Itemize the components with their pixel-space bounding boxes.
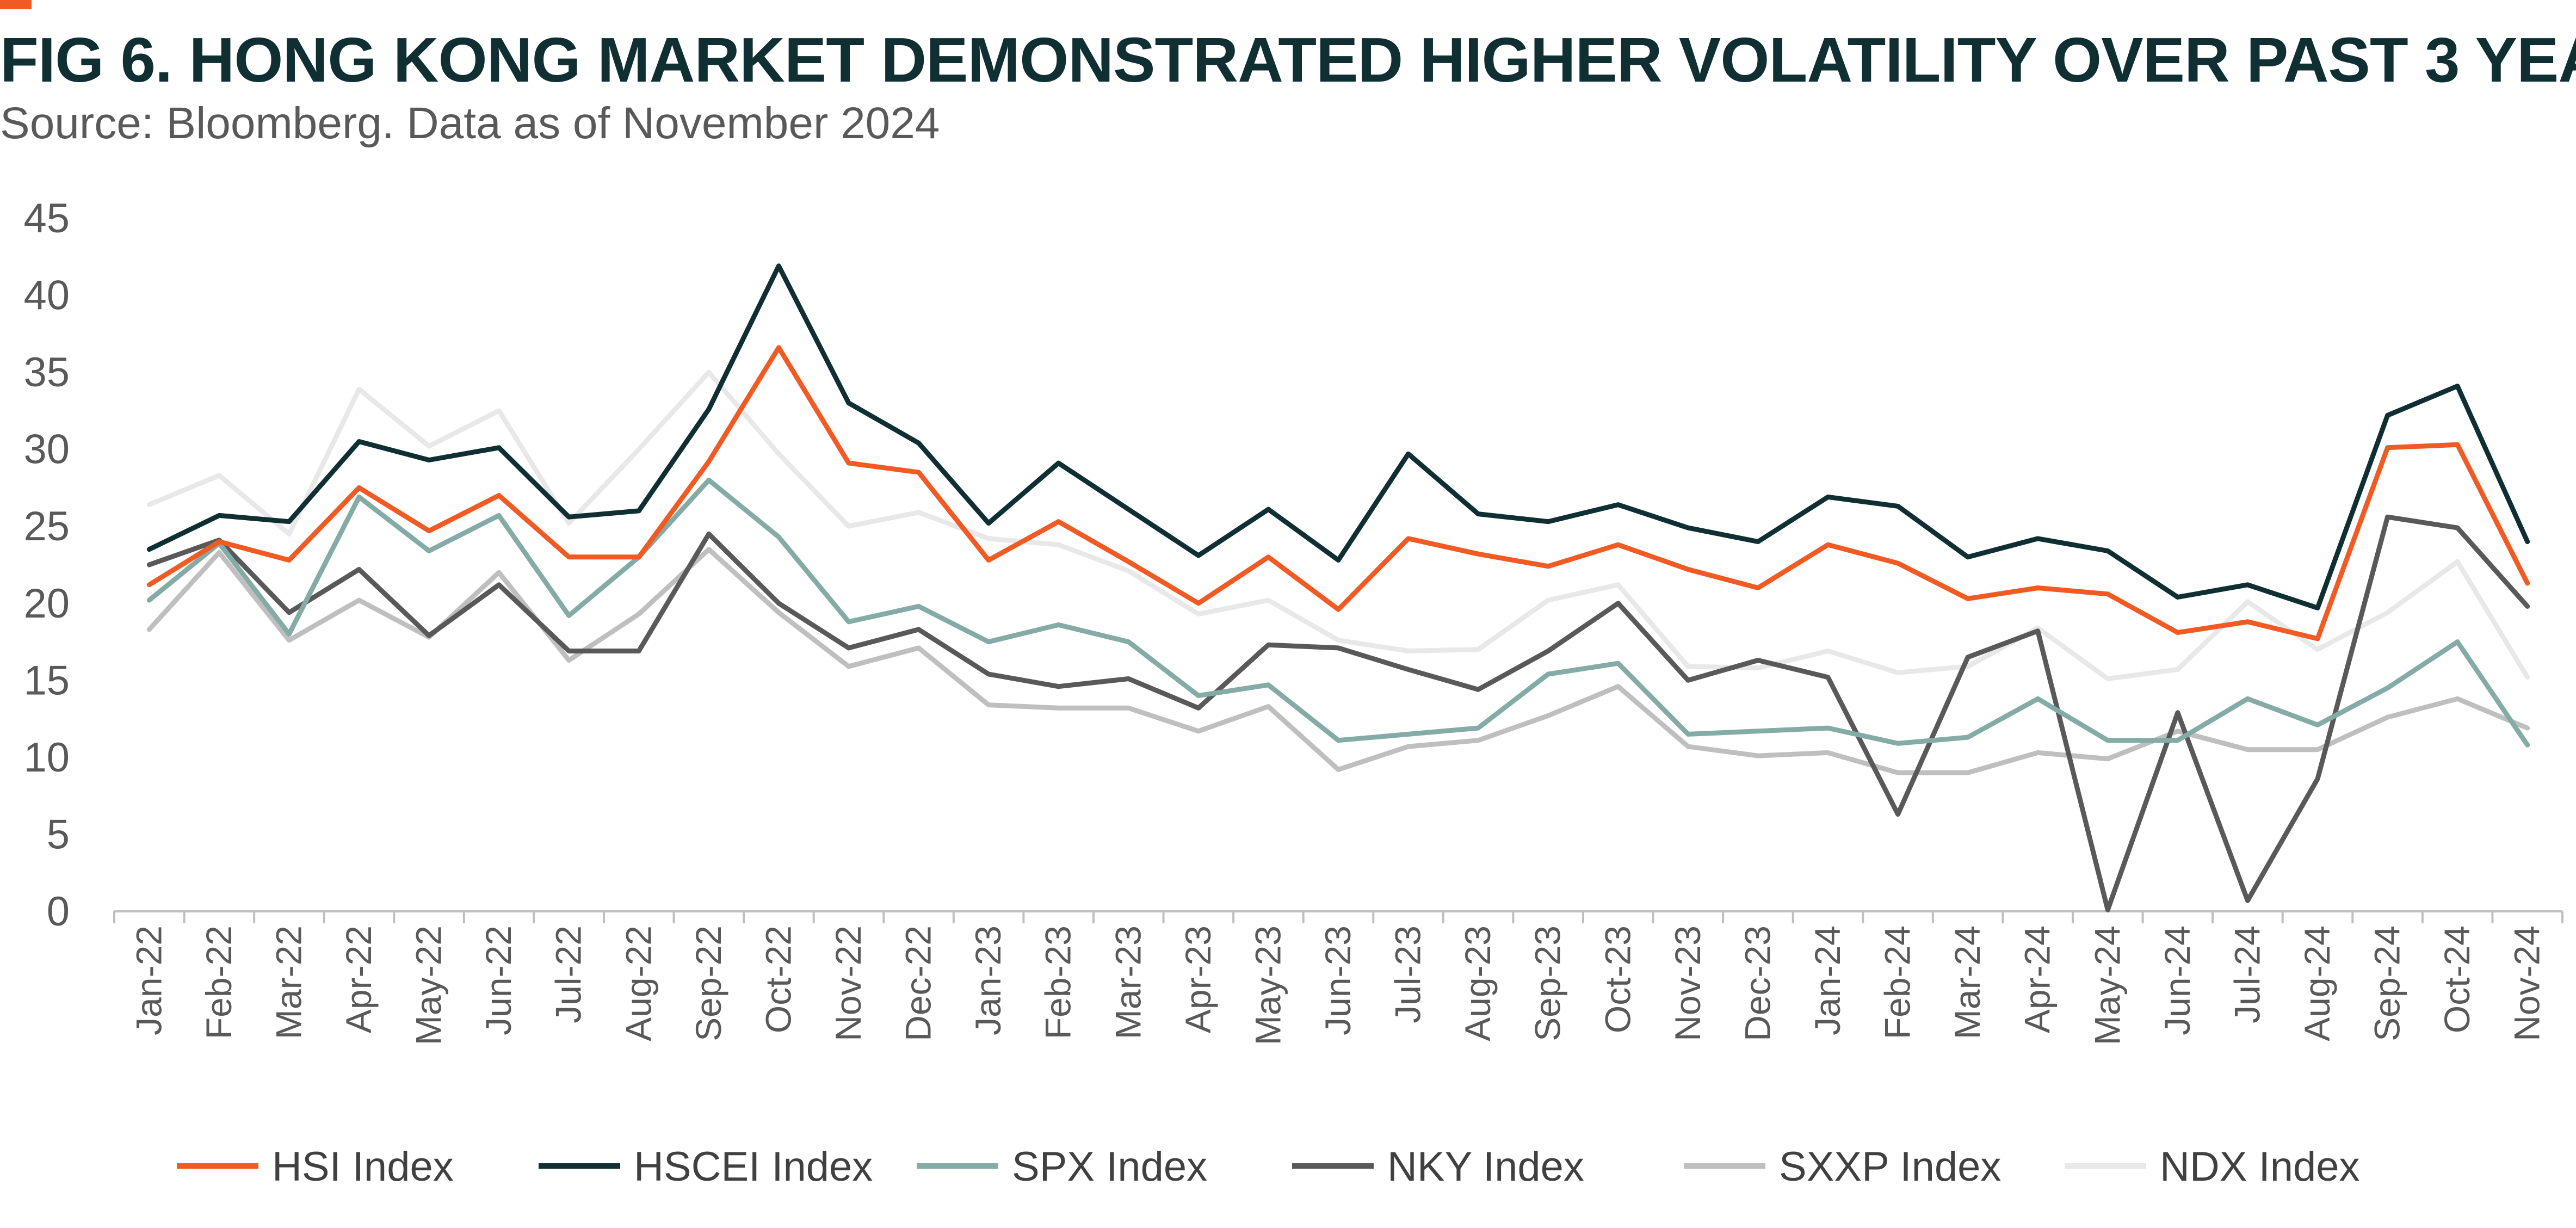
y-tick-label: 25 xyxy=(23,503,70,550)
x-tick-label: Sep-23 xyxy=(1528,925,1568,1041)
y-tick-label: 45 xyxy=(23,195,70,242)
x-tick-label: Nov-24 xyxy=(2507,925,2547,1041)
series-line-spx-index xyxy=(146,477,2530,748)
x-tick-label: Apr-22 xyxy=(338,925,379,1033)
x-tick-label: Feb-24 xyxy=(1877,925,1918,1039)
legend-label: NKY Index xyxy=(1387,1144,1584,1190)
x-tick-label: Aug-23 xyxy=(1457,925,1498,1041)
x-tick-label: May-24 xyxy=(2087,925,2127,1045)
x-tick-label: Oct-24 xyxy=(2437,925,2477,1033)
x-tick-label: Nov-22 xyxy=(828,925,868,1041)
x-tick-label: Mar-23 xyxy=(1108,925,1148,1039)
x-tick-label: Dec-23 xyxy=(1737,925,1777,1041)
x-tick-label: Jan-22 xyxy=(128,925,169,1035)
x-tick-label: May-23 xyxy=(1247,925,1288,1045)
chart-title: FIG 6. HONG KONG MARKET DEMONSTRATED HIG… xyxy=(0,24,2576,95)
x-tick-label: Apr-24 xyxy=(2017,925,2058,1033)
x-tick-label: Feb-23 xyxy=(1038,925,1078,1039)
series-lines xyxy=(146,263,2530,912)
x-tick-label: Jun-23 xyxy=(1318,925,1358,1035)
x-tick-label: Mar-24 xyxy=(1947,925,1987,1039)
x-tick-label: Jun-22 xyxy=(478,925,518,1035)
legend: HSI Index HSCEI Index SPX Index NKY Index SX… xyxy=(177,1144,2360,1190)
y-tick-label: 0 xyxy=(47,888,70,935)
series-line-nky-index xyxy=(146,514,2530,912)
x-tick-label: Dec-22 xyxy=(898,925,938,1041)
x-tick-label: Aug-24 xyxy=(2297,925,2337,1041)
x-tick-label: Feb-22 xyxy=(199,925,239,1039)
x-tick-label: Jan-23 xyxy=(968,925,1008,1035)
y-axis: 0 5 10 15 20 25 30 35 40 45 xyxy=(23,195,70,935)
x-tick-label: Sep-22 xyxy=(688,925,728,1041)
y-tick-label: 15 xyxy=(23,657,70,704)
series-line-ndx-index xyxy=(146,369,2530,681)
y-tick-label: 5 xyxy=(47,811,70,857)
series-line-hscei-index xyxy=(146,263,2530,610)
x-tick-label: Oct-22 xyxy=(758,925,798,1033)
y-tick-label: 40 xyxy=(23,273,70,319)
y-tick-label: 20 xyxy=(23,581,70,627)
x-tick-label: Aug-22 xyxy=(618,925,658,1041)
y-tick-label: 35 xyxy=(23,349,70,396)
y-tick-label: 30 xyxy=(23,427,70,473)
x-tick-label: Jul-24 xyxy=(2227,925,2267,1023)
legend-label: NDX Index xyxy=(2160,1144,2360,1190)
series-line-hsi-index xyxy=(146,345,2530,641)
legend-label: SPX Index xyxy=(1012,1144,1207,1190)
title-accent-bar xyxy=(0,0,32,9)
x-tick-label: Oct-23 xyxy=(1597,925,1638,1033)
x-tick-label: Jan-24 xyxy=(1807,925,1848,1035)
legend-label: HSCEI Index xyxy=(634,1144,873,1190)
x-tick-label: Sep-24 xyxy=(2367,925,2407,1041)
x-tick-label: Jul-23 xyxy=(1388,925,1428,1023)
legend-label: HSI Index xyxy=(272,1144,454,1190)
y-tick-label: 10 xyxy=(23,735,70,781)
x-tick-label: May-22 xyxy=(409,925,449,1045)
x-tick-label: Apr-23 xyxy=(1178,925,1218,1033)
x-tick-label: Jul-22 xyxy=(548,925,589,1023)
x-tick-label: Jun-24 xyxy=(2157,925,2197,1035)
x-tick-label: Mar-22 xyxy=(268,925,308,1039)
x-axis: Jan-22 Feb-22 Mar-22 Apr-22 May-22 Jun-22 Jul-… xyxy=(113,910,2563,1045)
x-tick-label: Nov-23 xyxy=(1667,925,1708,1041)
chart-subtitle: Source: Bloomberg. Data as of November 2… xyxy=(0,98,940,148)
legend-label: SXXP Index xyxy=(1779,1144,2001,1190)
